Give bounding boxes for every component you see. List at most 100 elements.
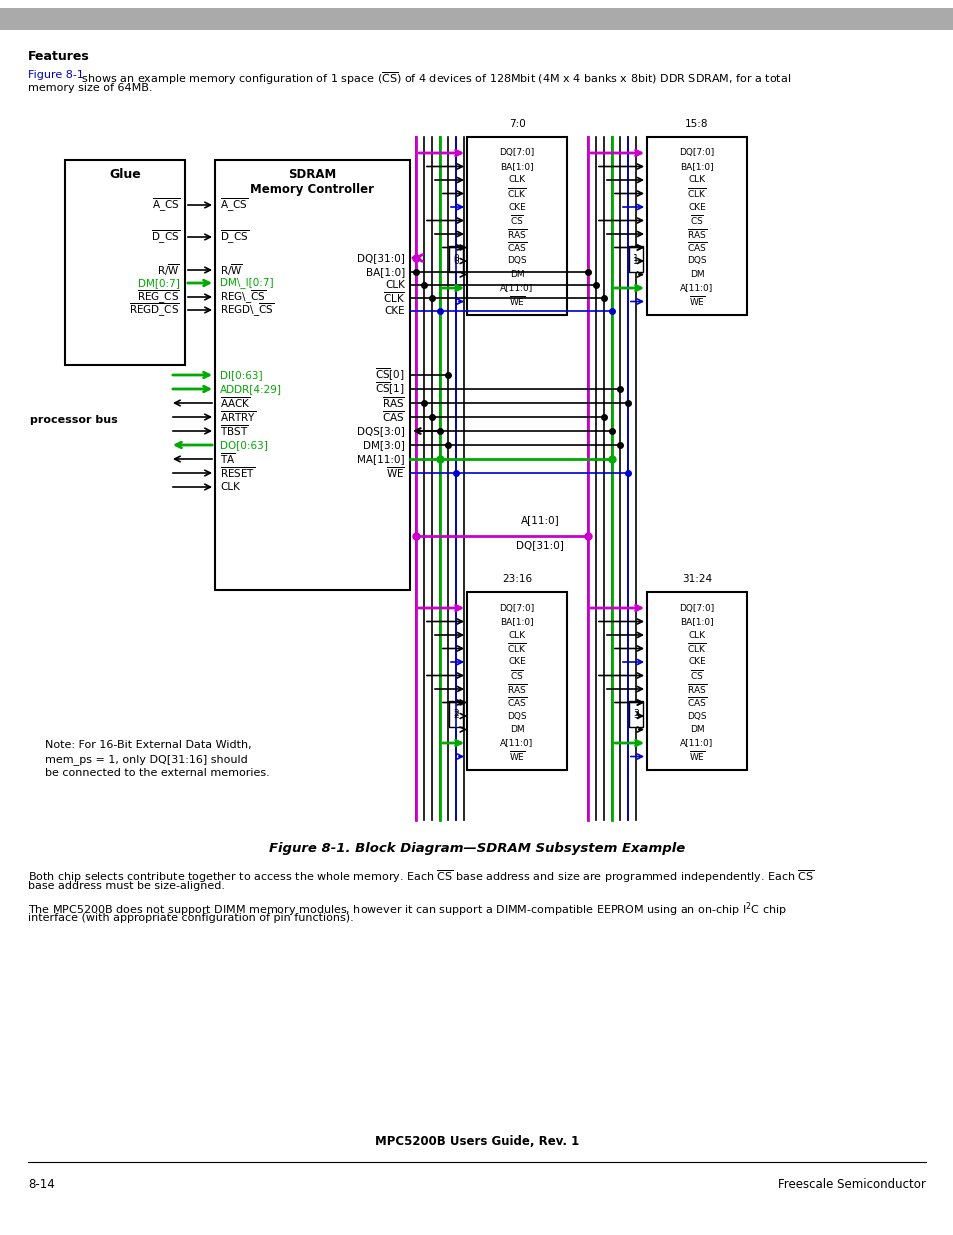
Text: $\overline{\rm CLK}$: $\overline{\rm CLK}$ (686, 186, 706, 200)
Text: DQ[7:0]: DQ[7:0] (498, 148, 534, 158)
Text: 31:24: 31:24 (681, 574, 711, 584)
Bar (467, 592, 566, 769)
Text: CLK: CLK (688, 631, 705, 640)
Text: $\overline{\rm WE}$: $\overline{\rm WE}$ (508, 295, 525, 309)
Text: A[11:0]: A[11:0] (500, 739, 533, 747)
Text: REGD\_$\overline{\rm CS}$: REGD\_$\overline{\rm CS}$ (220, 301, 274, 319)
Text: $\overline{\rm WE}$: $\overline{\rm WE}$ (508, 750, 525, 763)
Text: MA[11:0]: MA[11:0] (357, 454, 405, 464)
Text: $\overline{\rm CAS}$: $\overline{\rm CAS}$ (381, 410, 405, 425)
Text: $\overline{\rm CLK}$: $\overline{\rm CLK}$ (686, 641, 706, 656)
Text: $\overline{\rm CLK}$: $\overline{\rm CLK}$ (382, 290, 405, 305)
Bar (214, 161, 410, 590)
Text: Freescale Semiconductor: Freescale Semiconductor (778, 1178, 925, 1191)
Text: 1: 1 (633, 254, 639, 263)
Text: $\overline{\rm CS}$: $\overline{\rm CS}$ (510, 668, 523, 683)
Text: CLK: CLK (508, 631, 525, 640)
Text: CKE: CKE (687, 203, 705, 211)
Text: $\overline{\rm CAS}$: $\overline{\rm CAS}$ (506, 695, 526, 709)
Text: $\overline{\rm RAS}$: $\overline{\rm RAS}$ (686, 227, 706, 241)
Text: CLK: CLK (508, 175, 525, 184)
Text: Note: For 16-Bit External Data Width,: Note: For 16-Bit External Data Width, (45, 740, 252, 750)
Text: $\overline{\rm AACK}$: $\overline{\rm AACK}$ (220, 395, 250, 410)
Text: DM: DM (509, 725, 524, 734)
Text: $\overline{\rm CS}$: $\overline{\rm CS}$ (689, 214, 703, 227)
Text: DQS[3:0]: DQS[3:0] (356, 426, 405, 436)
Text: DM: DM (509, 270, 524, 279)
Text: mem_ps = 1, only DQ[31:16] should: mem_ps = 1, only DQ[31:16] should (45, 755, 248, 764)
Text: $\overline{\rm REGD\_CS}$: $\overline{\rm REGD\_CS}$ (129, 301, 180, 319)
Text: Figure 8-1. Block Diagram—SDRAM Subsystem Example: Figure 8-1. Block Diagram—SDRAM Subsyste… (269, 842, 684, 855)
Text: DM: DM (689, 725, 703, 734)
Text: $\overline{\rm CS}$: $\overline{\rm CS}$ (510, 214, 523, 227)
Text: BA[1:0]: BA[1:0] (679, 162, 713, 170)
Text: 3: 3 (633, 709, 639, 718)
Bar (646, 592, 746, 769)
Text: DQ[7:0]: DQ[7:0] (498, 604, 534, 613)
Text: base address must be size-aligned.: base address must be size-aligned. (28, 881, 225, 890)
Text: CLK: CLK (688, 175, 705, 184)
Text: BA[1:0]: BA[1:0] (365, 267, 405, 277)
Text: DQS: DQS (686, 257, 706, 266)
Text: DI[0:63]: DI[0:63] (220, 370, 262, 380)
Text: $\overline{\rm WE}$: $\overline{\rm WE}$ (386, 466, 405, 480)
Text: $\overline{\rm REG\_CS}$: $\overline{\rm REG\_CS}$ (137, 288, 180, 306)
Text: DQ[31:0]: DQ[31:0] (516, 540, 563, 550)
Text: $\overline{\rm ARTRY}$: $\overline{\rm ARTRY}$ (220, 410, 256, 425)
Text: Features: Features (28, 49, 90, 63)
Text: SDRAM: SDRAM (288, 168, 336, 182)
Text: 2: 2 (453, 709, 458, 718)
Text: memory size of 64MB.: memory size of 64MB. (28, 83, 152, 93)
Text: CKE: CKE (384, 306, 405, 316)
Text: A[11:0]: A[11:0] (520, 515, 558, 525)
Text: $\overline{\rm D\_CS}$: $\overline{\rm D\_CS}$ (151, 228, 180, 246)
Text: $\overline{\rm RAS}$: $\overline{\rm RAS}$ (506, 227, 526, 241)
Text: BA[1:0]: BA[1:0] (499, 162, 534, 170)
Text: DM[0:7]: DM[0:7] (138, 278, 180, 288)
Text: $\overline{\rm RESET}$: $\overline{\rm RESET}$ (220, 466, 255, 480)
Bar (0, 7, 953, 30)
Text: A[11:0]: A[11:0] (679, 739, 713, 747)
Text: $\overline{\rm CAS}$: $\overline{\rm CAS}$ (686, 241, 706, 254)
Text: CKE: CKE (687, 657, 705, 667)
Bar (646, 137, 746, 315)
Text: REG\_$\overline{\rm CS}$: REG\_$\overline{\rm CS}$ (220, 288, 266, 306)
Text: DQ[7:0]: DQ[7:0] (679, 604, 714, 613)
Text: 0: 0 (453, 254, 458, 263)
Text: processor bus: processor bus (30, 415, 117, 425)
Text: $\overline{\rm TBST}$: $\overline{\rm TBST}$ (220, 424, 248, 438)
Bar (65, 161, 185, 366)
Text: BA[1:0]: BA[1:0] (679, 618, 713, 626)
Text: shows an example memory configuration of 1 space ($\overline{\mathrm{CS}}$) of 4: shows an example memory configuration of… (78, 70, 790, 86)
Text: CLK: CLK (385, 280, 405, 290)
Text: DQS: DQS (507, 257, 526, 266)
Text: R/$\overline{\rm W}$: R/$\overline{\rm W}$ (157, 262, 180, 278)
Text: CKE: CKE (508, 203, 525, 211)
Text: 2: 2 (453, 711, 458, 720)
Text: R/$\overline{\rm W}$: R/$\overline{\rm W}$ (220, 262, 243, 278)
Bar (467, 137, 566, 315)
Text: $\overline{\rm CS}$[1]: $\overline{\rm CS}$[1] (375, 380, 405, 398)
Text: MPC5200B Users Guide, Rev. 1: MPC5200B Users Guide, Rev. 1 (375, 1135, 578, 1149)
Text: Glue: Glue (109, 168, 141, 180)
Text: 3: 3 (633, 711, 639, 720)
Text: The MPC5200B does not support DIMM memory modules, however it can support a DIMM: The MPC5200B does not support DIMM memor… (28, 900, 786, 919)
Text: Memory Controller: Memory Controller (251, 183, 375, 195)
Text: CLK: CLK (220, 482, 239, 492)
Text: $\overline{\rm CLK}$: $\overline{\rm CLK}$ (507, 186, 526, 200)
Text: DQ[7:0]: DQ[7:0] (679, 148, 714, 158)
Text: 0: 0 (453, 257, 458, 266)
Text: $\overline{\rm CAS}$: $\overline{\rm CAS}$ (686, 695, 706, 709)
Text: $\overline{\rm CS}$[0]: $\overline{\rm CS}$[0] (375, 367, 405, 383)
Bar (628, 246, 642, 272)
Text: A[11:0]: A[11:0] (679, 284, 713, 293)
Text: $\overline{\rm RAS}$: $\overline{\rm RAS}$ (382, 395, 405, 410)
Text: $\overline{\rm A\_CS}$: $\overline{\rm A\_CS}$ (152, 196, 180, 214)
Text: $\overline{\rm RAS}$: $\overline{\rm RAS}$ (686, 682, 706, 697)
Text: A[11:0]: A[11:0] (500, 284, 533, 293)
Text: BA[1:0]: BA[1:0] (499, 618, 534, 626)
Text: $\overline{\rm D\_CS}$: $\overline{\rm D\_CS}$ (220, 228, 249, 246)
Text: $\overline{\rm A\_CS}$: $\overline{\rm A\_CS}$ (220, 196, 248, 214)
Text: DQS: DQS (507, 711, 526, 720)
Text: Both chip selects contribute together to access the whole memory. Each $\overlin: Both chip selects contribute together to… (28, 868, 814, 884)
